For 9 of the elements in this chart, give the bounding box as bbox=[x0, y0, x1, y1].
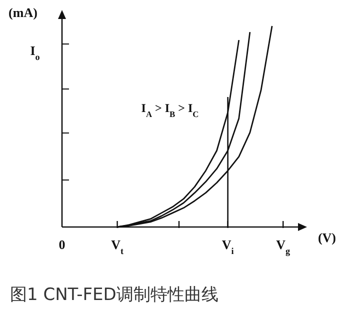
x-tick-label: 0 bbox=[58, 237, 66, 252]
text: I$_{o}$ bbox=[30, 43, 40, 62]
x-tick-label: V$_{g}$ bbox=[276, 237, 291, 256]
x-axis-title: (V) bbox=[318, 230, 336, 245]
y-axis-title: (mA) bbox=[8, 5, 38, 20]
x-tick-label: V$_{i}$ bbox=[222, 237, 234, 256]
x-tick-label: V$_{t}$ bbox=[111, 237, 124, 256]
annotation: I$_{A}$ > I$_{B}$ > I$_{C}$ bbox=[141, 101, 199, 118]
text: 图1 CNT-FED调制特性曲线 bbox=[10, 285, 218, 305]
